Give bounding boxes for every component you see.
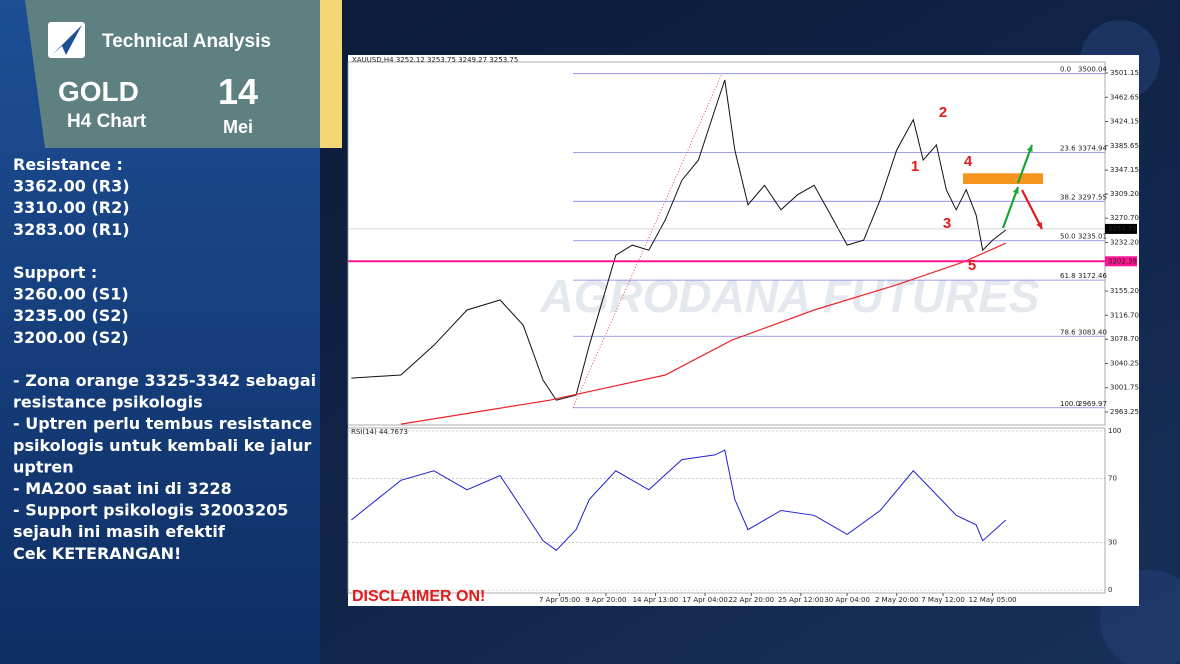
x-tick-label: 30 Apr 04:00	[824, 596, 870, 604]
y-tick-label: 3078.70	[1110, 335, 1139, 343]
wave-label: 3	[943, 215, 951, 232]
fib-value: 3374.94	[1078, 145, 1107, 153]
x-tick-label: 22 Apr 20:00	[728, 596, 774, 604]
y-tick-label: 3347.15	[1110, 166, 1139, 174]
fib-level: 23.6	[1060, 145, 1076, 153]
wave-label: 2	[939, 104, 947, 121]
arrow-head	[1012, 187, 1019, 194]
x-tick-label: 2 May 20:00	[875, 596, 919, 604]
resistance-title: Resistance :	[13, 155, 123, 174]
header-title: Technical Analysis	[102, 31, 271, 52]
note-line: - Zona orange 3325-3342 sebagai	[13, 371, 316, 390]
wave-label: 5	[968, 257, 976, 274]
fib-level: 0.0	[1060, 66, 1071, 74]
fib-value: 3235.01	[1078, 233, 1107, 241]
fib-level: 78.6	[1060, 328, 1076, 336]
header-box	[25, 0, 320, 148]
note-line: sejauh ini masih efektif	[13, 522, 226, 541]
support-level: 3260.00 (S1)	[13, 285, 129, 304]
fib-value: 3500.04	[1078, 66, 1107, 74]
chart-panel	[348, 55, 1139, 606]
chart-title: XAUUSD,H4 3252.12 3253.75 3249.27 3253.7…	[352, 56, 518, 64]
y-tick-label: 3424.15	[1110, 118, 1139, 126]
logo	[48, 22, 85, 58]
x-tick-label: 9 Apr 20:00	[585, 596, 626, 604]
y-tick-label: 3040.25	[1110, 359, 1139, 367]
fib-value: 3083.40	[1078, 328, 1107, 336]
rsi-frame	[347, 427, 1106, 594]
fib-level: 38.2	[1060, 193, 1076, 201]
y-tick-label: 3270.70	[1110, 214, 1139, 222]
note-line: psikologis untuk kembali ke jalur	[13, 436, 312, 455]
rsi-tick-label: 70	[1108, 475, 1117, 483]
support-label: 3202.39	[1108, 257, 1137, 265]
note-line: - Uptren perlu tembus resistance	[13, 414, 312, 433]
arrow-head	[1036, 222, 1042, 229]
price-pane: AGRODANA FUTURES	[348, 73, 1105, 425]
x-tick-label: 17 Apr 04:00	[682, 596, 728, 604]
x-tick-label: 7 Apr 05:00	[539, 596, 580, 604]
current-price-tag	[1105, 223, 1137, 234]
arrow	[1001, 186, 1020, 229]
ma-line	[400, 242, 1007, 425]
fib-value: 3297.55	[1078, 193, 1107, 201]
note-line: - MA200 saat ini di 3228	[13, 479, 232, 498]
resistance-level: 3362.00 (R3)	[13, 177, 130, 196]
rsi-tick-label: 0	[1108, 586, 1112, 594]
fib-level: 61.8	[1060, 272, 1076, 280]
month: Mei	[223, 117, 253, 137]
y-tick-label: 2963.25	[1110, 408, 1139, 416]
support-level: 3200.00 (S2)	[13, 328, 129, 347]
x-tick-label: 14 Apr 13:00	[633, 596, 679, 604]
support-tag	[1105, 256, 1137, 267]
x-tick-label: 25 Apr 12:00	[778, 596, 824, 604]
y-tick-label: 3309.20	[1110, 190, 1139, 198]
timeframe: H4 Chart	[67, 111, 147, 132]
note-line: Cek KETERANGAN!	[13, 544, 181, 563]
asset: GOLD	[58, 76, 139, 107]
disclaimer: DISCLAIMER ON!	[352, 588, 485, 605]
price-frame	[347, 61, 1106, 426]
day: 14	[218, 71, 258, 112]
resistance-level: 3283.00 (R1)	[13, 220, 130, 239]
y-tick-label: 3232.20	[1110, 238, 1139, 246]
rsi-tick-label: 100	[1108, 427, 1121, 435]
y-tick-label: 3116.70	[1110, 311, 1139, 319]
y-tick-label: 3501.15	[1110, 69, 1139, 77]
fib-level: 50.0	[1060, 233, 1076, 241]
arrow	[1016, 144, 1034, 184]
x-tick-label: 12 May 05:00	[969, 596, 1017, 604]
support-title: Support :	[13, 263, 97, 282]
fib-value: 2969.97	[1078, 400, 1107, 408]
note-line: uptren	[13, 457, 74, 476]
y-tick-label: 3462.65	[1110, 93, 1139, 101]
arrow	[1021, 189, 1043, 230]
y-tick-label: 3385.65	[1110, 142, 1139, 150]
resistance-zone	[963, 173, 1043, 185]
fib-trend	[572, 73, 723, 408]
note-line: resistance psikologis	[13, 393, 203, 412]
y-tick-label: 3155.20	[1110, 287, 1139, 295]
arrow-head	[1026, 145, 1033, 152]
support-level: 3235.00 (S2)	[13, 306, 129, 325]
rsi-title: RSI(14) 44.7673	[351, 428, 408, 436]
fib-value: 3172.46	[1078, 272, 1107, 280]
rsi-tick-label: 30	[1108, 538, 1117, 546]
watermark: AGRODANA FUTURES	[539, 270, 1039, 322]
price-line	[351, 79, 1007, 401]
fib-level: 100.0	[1060, 400, 1080, 408]
resistance-level: 3310.00 (R2)	[13, 198, 130, 217]
logo-arrow	[52, 25, 82, 55]
rsi-pane	[348, 430, 1105, 591]
accent-strip	[320, 0, 342, 148]
y-tick-label: 3001.75	[1110, 384, 1139, 392]
note-line: - Support psikologis 32003205	[13, 501, 288, 520]
current-price-label: 3253.75	[1108, 225, 1137, 233]
wave-label: 4	[964, 153, 973, 170]
rsi-line	[350, 449, 1007, 551]
x-tick-label: 7 May 12:00	[921, 596, 965, 604]
wave-label: 1	[911, 158, 919, 175]
